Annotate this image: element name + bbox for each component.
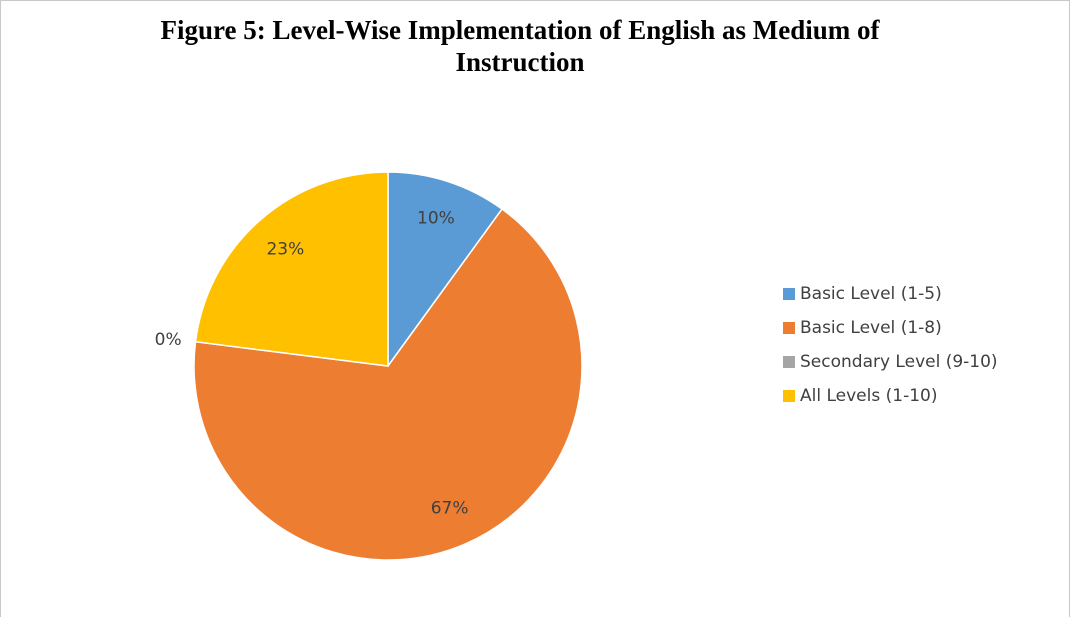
pie-slice <box>387 171 504 369</box>
legend-swatch <box>783 322 795 334</box>
legend-swatch <box>783 288 795 300</box>
data-label: 0% <box>155 330 182 350</box>
data-label: 23% <box>266 240 304 260</box>
chart-title: Figure 5: Level-Wise Implementation of E… <box>160 15 880 77</box>
pie-slice <box>194 171 389 367</box>
legend-label: Basic Level (1-8) <box>800 318 942 338</box>
legend-label: Secondary Level (9-10) <box>800 352 998 372</box>
legend-label: Basic Level (1-5) <box>800 284 942 304</box>
pie-slice <box>193 208 583 561</box>
legend-swatch <box>783 356 795 368</box>
data-label: 67% <box>431 498 469 518</box>
legend-swatch <box>783 390 795 402</box>
data-label: 10% <box>417 208 455 228</box>
legend-label: All Levels (1-10) <box>800 386 937 406</box>
